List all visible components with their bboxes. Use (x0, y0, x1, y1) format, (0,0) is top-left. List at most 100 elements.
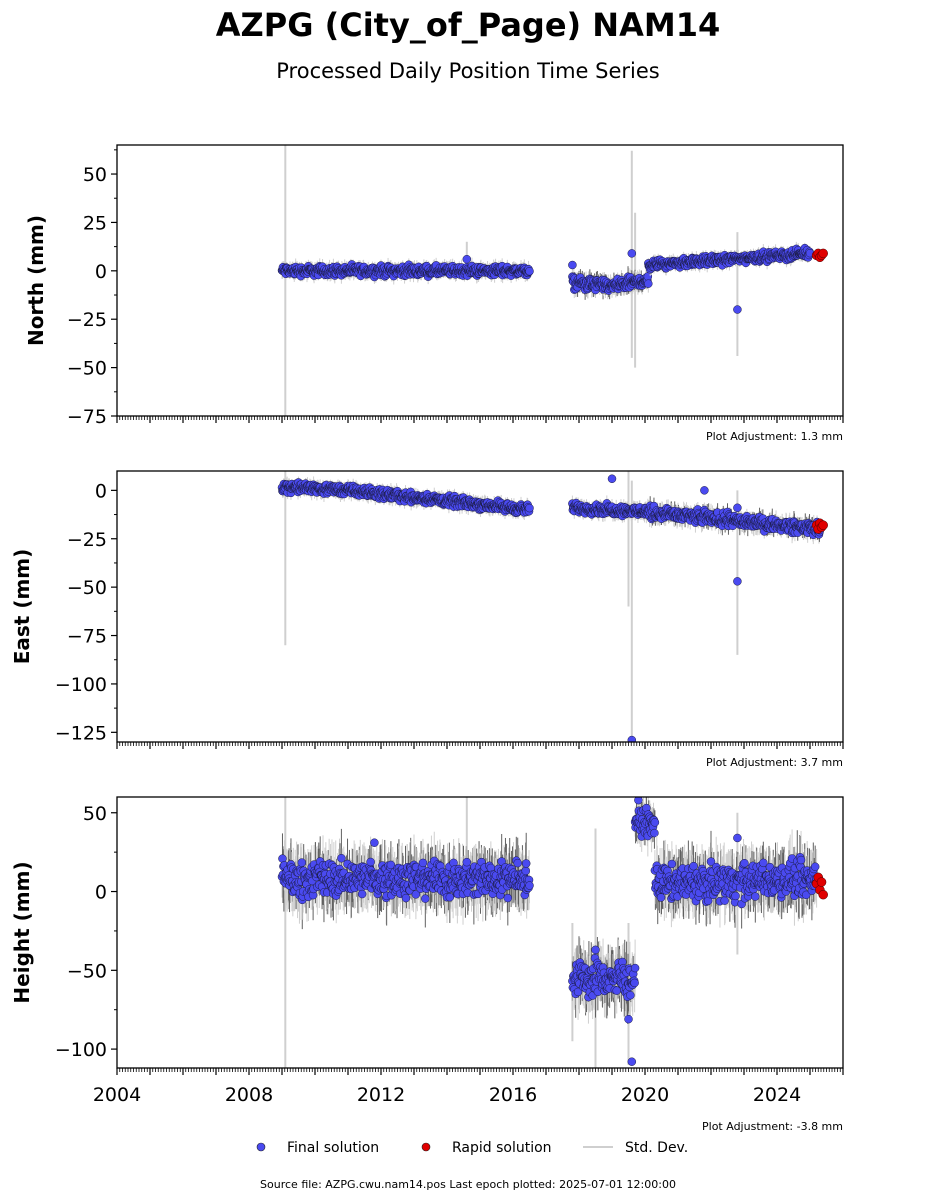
final-point (650, 818, 660, 827)
final-point (656, 893, 666, 902)
source-note: Source file: AZPG.cwu.nam14.pos Last epo… (260, 1178, 676, 1191)
y-tick-label: 0 (95, 882, 107, 904)
outlier-point (733, 305, 742, 314)
final-point (612, 986, 621, 995)
final-point (445, 892, 455, 902)
final-point (731, 891, 740, 901)
final-point (810, 862, 820, 871)
final-point (503, 893, 513, 903)
outlier-point (607, 474, 617, 483)
y-tick-label: −25 (67, 529, 107, 551)
y-tick-label: −100 (55, 1039, 107, 1061)
final-point (337, 853, 346, 863)
y-tick-label: −75 (67, 626, 107, 648)
final-point (644, 279, 653, 288)
y-tick-label: 0 (95, 480, 107, 502)
outlier-point (627, 1057, 637, 1066)
outlier-point (627, 249, 637, 258)
panel-height: −100 −50 0 50 2004 2008 2012 2016 2020 2024 Height… (10, 796, 844, 1133)
final-solution-points (343, 481, 534, 517)
final-point (521, 866, 530, 876)
y-axis-label: East (mm) (10, 549, 34, 665)
y-axis-label: Height (mm) (10, 861, 34, 1003)
final-point (525, 881, 534, 890)
final-solution-points (568, 272, 617, 295)
outlier-point (370, 838, 379, 847)
final-solution-points (630, 803, 660, 841)
final-point (357, 889, 367, 899)
final-point (513, 858, 522, 868)
final-point (411, 890, 421, 899)
y-tick-label: 25 (83, 212, 107, 234)
figure-title: AZPG (City_of_Page) NAM14 (216, 6, 720, 44)
final-solution-points (277, 853, 534, 905)
final-solution-points (640, 501, 825, 540)
final-solution-points (568, 953, 640, 1002)
legend-rapid-marker (421, 1142, 431, 1152)
outlier-point (591, 945, 600, 955)
final-point (521, 859, 531, 868)
panel-frame (116, 144, 844, 417)
final-solution-points (644, 243, 815, 274)
final-solution-points (277, 260, 534, 282)
y-tick-label: −75 (67, 406, 107, 428)
final-point (421, 894, 430, 903)
final-point (366, 857, 375, 867)
y-tick-label: −50 (67, 358, 107, 380)
panel-east: −125 −100 −75 −50 −25 0 East (mm) Plot Adjustme… (10, 470, 844, 769)
final-point (462, 857, 472, 867)
final-point (626, 990, 635, 1000)
rapid-point (818, 889, 828, 900)
outlier-point (733, 577, 742, 586)
final-point (573, 987, 583, 997)
outlier-point (700, 486, 709, 495)
x-tick-label: 2008 (225, 1084, 273, 1106)
final-point (630, 963, 640, 973)
plot-adjustment-note: Plot Adjustment: 1.3 mm (706, 430, 843, 443)
x-tick-label: 2024 (753, 1084, 801, 1106)
plot-adjustment-note: Plot Adjustment: -3.8 mm (702, 1120, 843, 1133)
plot-adjustment-note: Plot Adjustment: 3.7 mm (706, 756, 843, 769)
rapid-point (818, 520, 828, 530)
outlier-point (627, 735, 637, 742)
final-point (650, 828, 659, 838)
figure-subtitle: Processed Daily Position Time Series (276, 59, 660, 83)
y-tick-label: 0 (95, 261, 107, 283)
y-axis-label: North (mm) (24, 215, 48, 346)
final-point (525, 266, 534, 276)
panels: −75 −50 −25 0 25 50 North (mm) Plot Adjustment:… (10, 144, 844, 1133)
plot-area-north (277, 145, 828, 416)
final-point (796, 855, 806, 865)
x-tick-label: 2004 (93, 1084, 141, 1106)
y-tick-label: −100 (55, 674, 107, 696)
x-tick-label: 2020 (621, 1084, 669, 1106)
final-point (740, 858, 749, 868)
final-solution-points (607, 272, 653, 294)
final-point (630, 978, 639, 988)
plot-area-height (277, 797, 828, 1068)
legend-final-marker (256, 1142, 266, 1152)
final-point (418, 858, 428, 868)
legend-std-label: Std. Dev. (625, 1140, 688, 1156)
rapid-point (816, 877, 827, 887)
final-point (525, 503, 534, 513)
x-tick-label: 2016 (489, 1084, 537, 1106)
panel-north: −75 −50 −25 0 25 50 North (mm) Plot Adjustment:… (24, 144, 844, 443)
final-point (759, 858, 768, 868)
y-tick-label: −50 (67, 960, 107, 982)
outlier-point (462, 254, 472, 264)
legend-rapid-label: Rapid solution (452, 1140, 552, 1156)
final-point (297, 858, 307, 867)
y-tick-label: 50 (83, 164, 107, 186)
final-point (401, 893, 411, 903)
outlier-point (733, 503, 742, 513)
final-point (751, 892, 760, 901)
legend: Final solution Rapid solution Std. Dev. (256, 1140, 688, 1156)
final-point (689, 861, 698, 871)
legend-final-label: Final solution (287, 1140, 379, 1156)
rapid-point (818, 248, 828, 259)
outlier-point (624, 1014, 633, 1024)
y-tick-label: −25 (67, 309, 107, 331)
final-point (386, 860, 396, 870)
